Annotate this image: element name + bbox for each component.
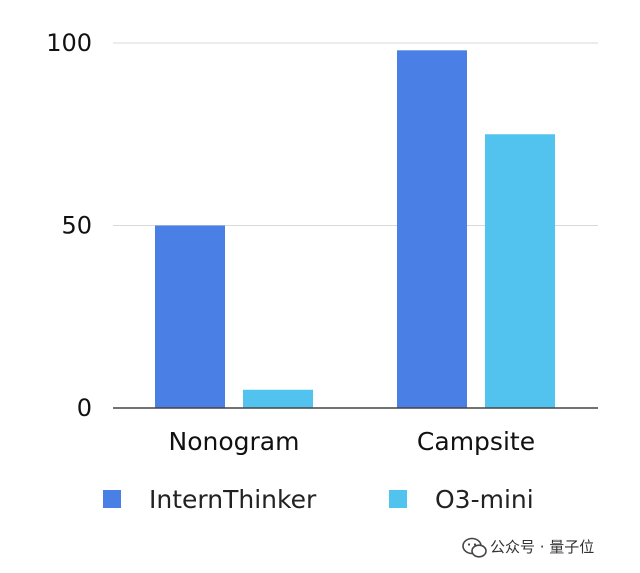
legend-item-internthinker: InternThinker [103,485,317,514]
legend-swatch [389,490,407,508]
bar-campsite-internthinker [397,50,467,409]
y-axis-ticks: 0 50 100 [46,29,92,422]
wechat-icon [462,537,487,558]
legend-item-o3-mini: O3-mini [389,485,534,514]
bar-nonogram-internthinker [155,225,225,408]
legend-swatch [103,490,121,508]
y-tick-label: 50 [61,212,92,240]
x-category-label: Nonogram [169,427,300,456]
x-category-label: Campsite [417,427,535,456]
legend-label: InternThinker [149,485,317,514]
x-axis-categories: Nonogram Campsite [169,427,536,456]
legend: InternThinker O3-mini [103,485,534,514]
y-tick-label: 0 [77,394,92,422]
y-tick-label: 100 [46,29,92,57]
bars [155,50,555,409]
bar-nonogram-o3-mini [243,389,313,408]
watermark: 公众号 · 量子位 [462,537,594,558]
legend-label: O3-mini [435,485,534,514]
bar-campsite-o3-mini [485,134,555,408]
watermark-text: 公众号 · 量子位 [490,538,594,556]
